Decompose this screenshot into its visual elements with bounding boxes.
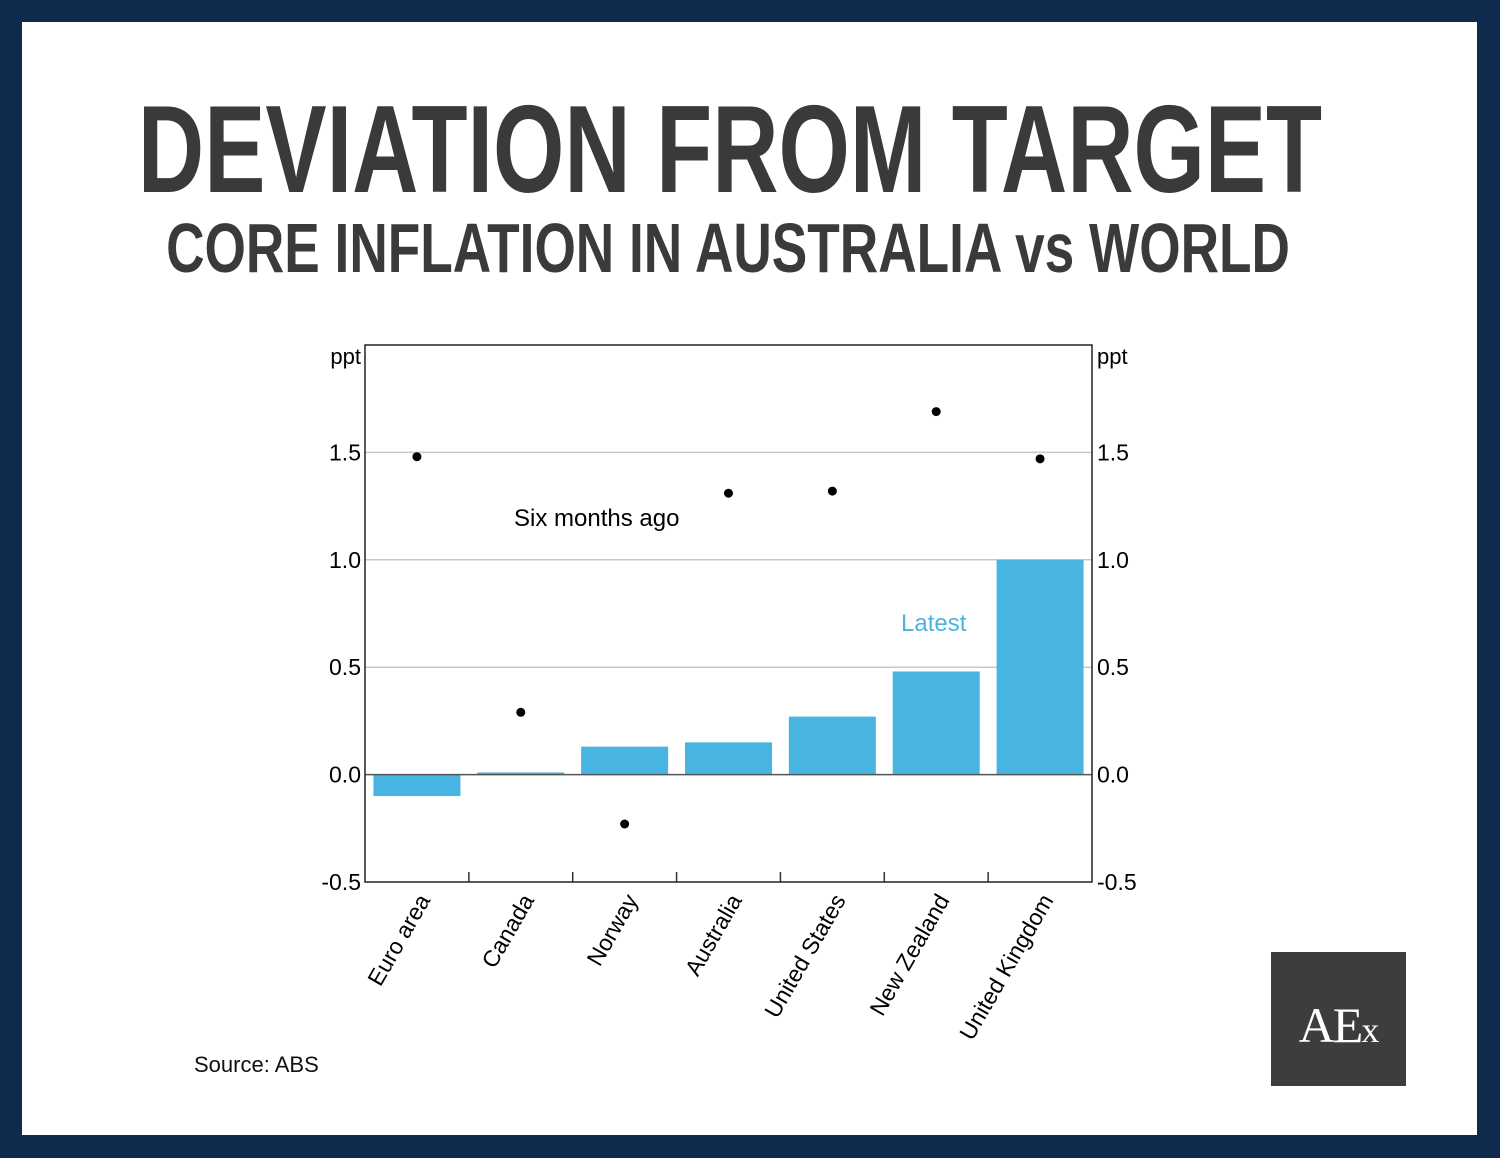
bar-australia — [685, 742, 772, 775]
dot-canada — [516, 707, 526, 717]
card-background — [22, 22, 1477, 1135]
bar-euro-area — [373, 774, 461, 797]
plot-frame — [364, 344, 1093, 883]
y-tick-label-right: 0.5 — [1097, 654, 1129, 680]
dot-australia — [724, 488, 733, 498]
dot-norway — [620, 819, 630, 829]
y-tick-label-left: 0.5 — [329, 654, 361, 680]
y-tick-label-left: -0.5 — [321, 869, 361, 895]
annotation-six-months-ago: Six months ago — [514, 505, 679, 532]
annotation-latest: Latest — [901, 610, 967, 637]
dot-new-zealand — [931, 407, 941, 417]
bar-new-zealand — [892, 671, 980, 775]
source-note: Source: ABS — [194, 1052, 319, 1077]
y-tick-label-right: 1.5 — [1097, 439, 1129, 465]
y-tick-label-left: 1.0 — [329, 547, 361, 573]
bar-norway — [581, 746, 669, 775]
bar-canada — [477, 772, 565, 775]
chart-title: DEVIATION FROM TARGET — [138, 81, 1322, 220]
bar-united-kingdom — [996, 559, 1084, 775]
y-tick-label-right: -0.5 — [1097, 869, 1137, 895]
dot-united-kingdom — [1035, 454, 1045, 464]
dot-euro-area — [412, 452, 422, 462]
y-tick-label-right: 1.0 — [1097, 547, 1129, 573]
y-axis-label-right: ppt — [1097, 344, 1128, 369]
y-tick-label-left: 0.0 — [329, 762, 361, 788]
y-tick-label-left: 1.5 — [329, 439, 361, 465]
y-axis-label-left: ppt — [330, 344, 361, 369]
dot-united-states — [827, 486, 837, 496]
y-tick-label-right: 0.0 — [1097, 762, 1129, 788]
bar-united-states — [788, 716, 876, 775]
aex-logo: AEx — [1271, 952, 1406, 1086]
chart-subtitle: CORE INFLATION IN AUSTRALIA vs WORLD — [166, 210, 1290, 288]
